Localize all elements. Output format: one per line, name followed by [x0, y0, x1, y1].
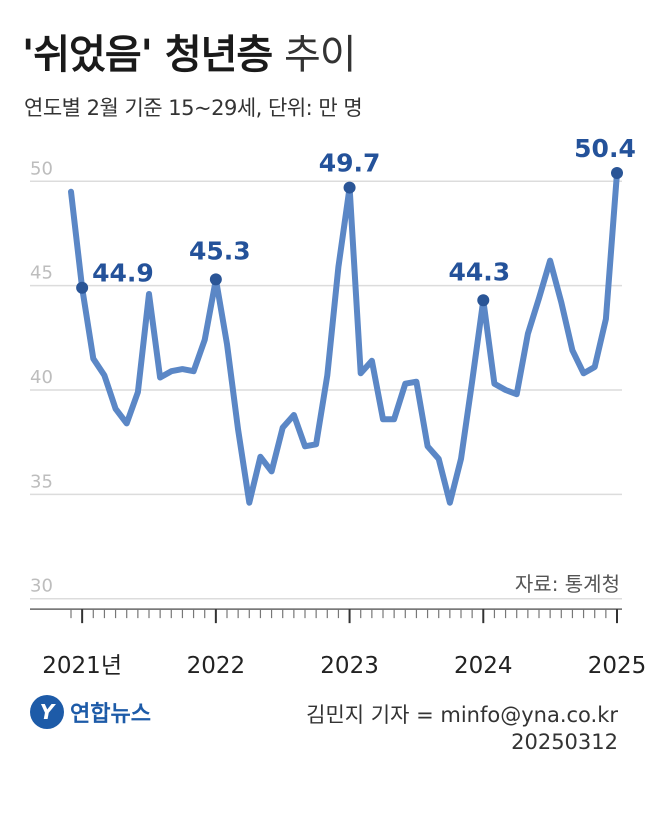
- data-point-marker: [209, 273, 222, 286]
- reporter-credit: 김민지 기자 = minfo@yna.co.kr: [306, 703, 618, 727]
- tick-layer: 2021년 2022 2023 2024 2025: [30, 608, 647, 679]
- data-label: 50.4: [574, 134, 636, 163]
- logo-text: 연합뉴스: [70, 702, 151, 727]
- series-line: [68, 170, 620, 506]
- data-label: 44.3: [448, 257, 510, 286]
- data-label: 44.9: [92, 259, 154, 288]
- data-label: 45.3: [189, 236, 251, 265]
- page-title: '쉬었음' 청년층 추이: [22, 22, 357, 80]
- grid-layer: 50 45 40 35 30: [30, 158, 622, 600]
- y-tick-label: 35: [30, 471, 53, 492]
- data-point-marker: [477, 294, 490, 307]
- publish-date: 20250312: [511, 730, 618, 754]
- marker-layer: [76, 166, 623, 307]
- subtitle: 연도별 2월 기준 15~29세, 단위: 만 명: [24, 96, 363, 120]
- yonhap-logo-icon: Y: [30, 695, 64, 729]
- x-tick-label: 2023: [320, 653, 379, 679]
- x-tick-label: 2021년: [42, 653, 122, 679]
- data-label: 49.7: [319, 149, 381, 178]
- label-layer: 44.9 45.3 49.7 44.3 50.4: [90, 132, 638, 290]
- data-point-marker: [343, 181, 356, 194]
- data-point-marker: [611, 166, 623, 179]
- y-tick-label: 40: [30, 367, 53, 388]
- y-tick-label: 50: [30, 158, 53, 179]
- y-tick-label: 45: [30, 263, 53, 284]
- x-tick-label: 2025: [588, 653, 647, 679]
- y-tick-label: 30: [30, 576, 53, 597]
- data-point-marker: [76, 281, 89, 294]
- x-tick-label: 2024: [454, 653, 513, 679]
- x-tick-label: 2022: [187, 653, 246, 679]
- series-layer: [68, 170, 620, 506]
- logo: Y 연합뉴스: [30, 695, 151, 729]
- title-sub: 추이: [283, 32, 357, 78]
- title-main: '쉬었음' 청년층: [22, 32, 273, 78]
- credit: 김민지 기자 = minfo@yna.co.kr 20250312: [306, 702, 618, 756]
- source-note: 자료: 통계청: [514, 572, 620, 596]
